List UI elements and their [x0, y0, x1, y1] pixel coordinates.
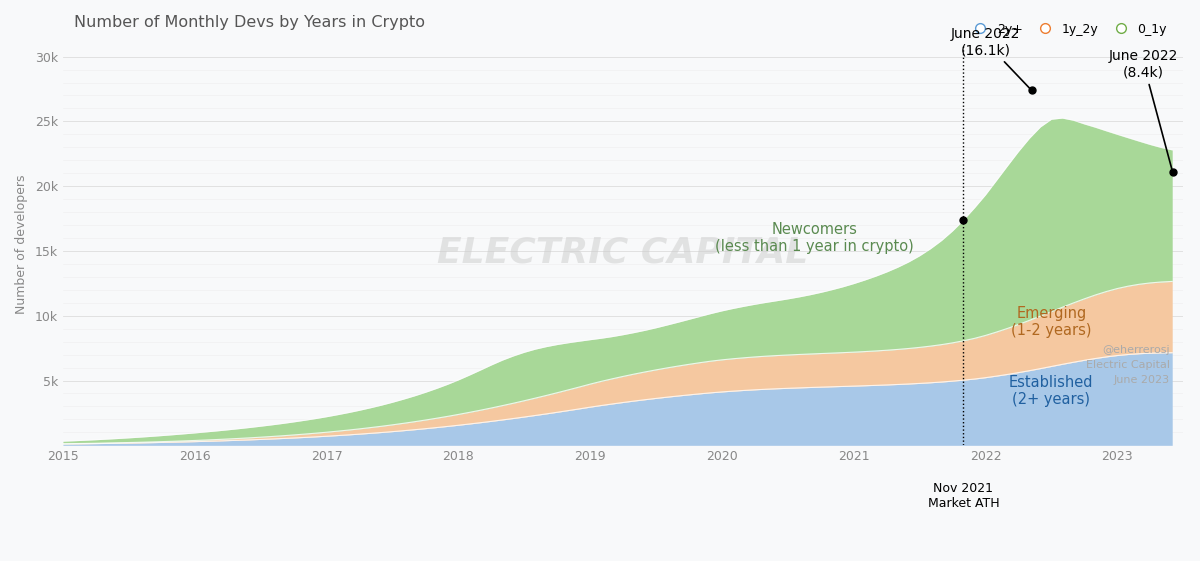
Text: Emerging
(1-2 years): Emerging (1-2 years)	[1012, 306, 1092, 338]
Text: June 2022
(8.4k): June 2022 (8.4k)	[1109, 49, 1178, 169]
Text: June 2022
(16.1k): June 2022 (16.1k)	[950, 27, 1030, 88]
Text: Established
(2+ years): Established (2+ years)	[1009, 375, 1093, 407]
Legend: 2y+, 1y_2y, 0_1y: 2y+, 1y_2y, 0_1y	[962, 18, 1171, 41]
Text: @eherrerosj
Electric Capital
June 2023: @eherrerosj Electric Capital June 2023	[1086, 346, 1170, 385]
Text: ELECTRIC CAPITAL: ELECTRIC CAPITAL	[438, 236, 809, 269]
Text: Number of Monthly Devs by Years in Crypto: Number of Monthly Devs by Years in Crypt…	[74, 15, 425, 30]
Text: Nov 2021
Market ATH: Nov 2021 Market ATH	[928, 481, 1000, 509]
Text: Newcomers
(less than 1 year in crypto): Newcomers (less than 1 year in crypto)	[715, 222, 913, 254]
Y-axis label: Number of developers: Number of developers	[14, 174, 28, 314]
